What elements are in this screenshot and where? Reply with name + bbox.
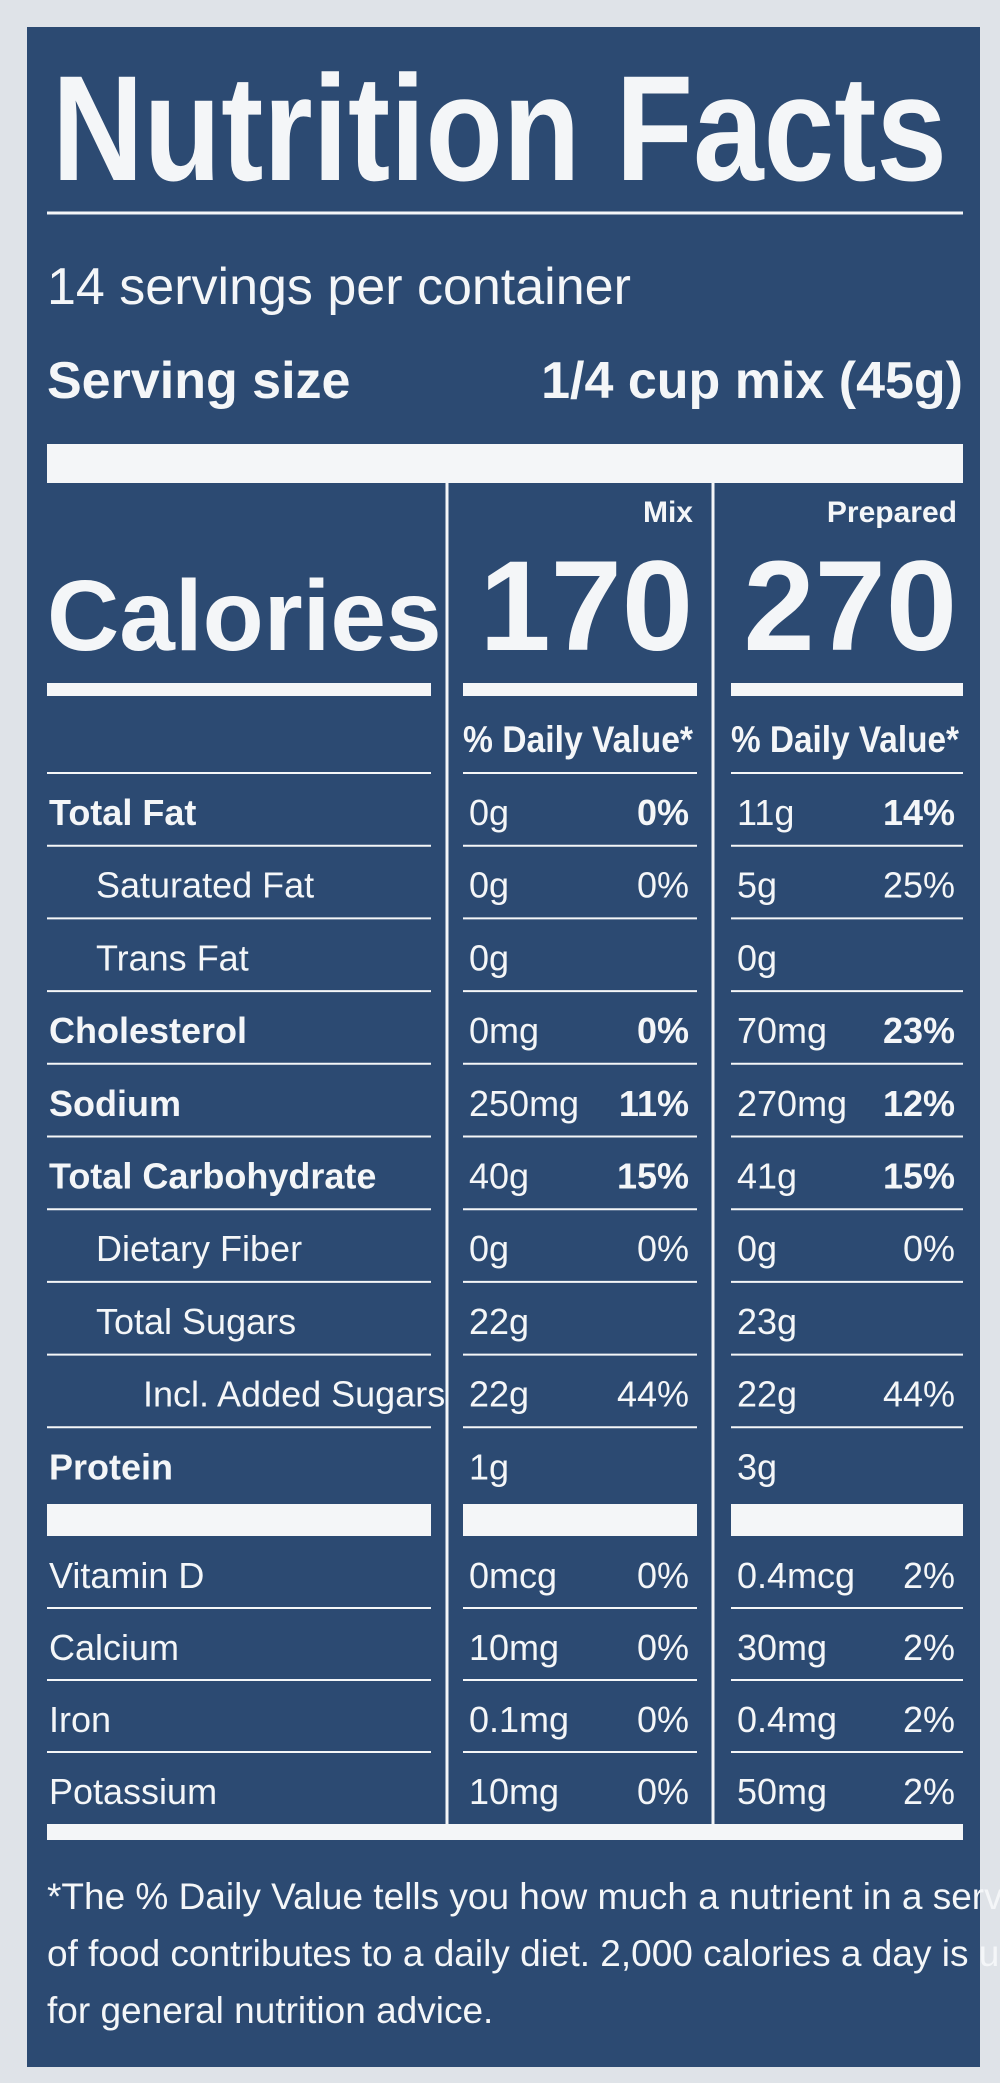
medium-bar — [47, 683, 431, 696]
daily-value: 14% — [883, 792, 955, 833]
nutrient-label: Calcium — [49, 1627, 179, 1668]
nutrient-label: Iron — [49, 1699, 111, 1740]
calories-label: Calories — [47, 560, 442, 672]
amount: 0mcg — [469, 1555, 557, 1596]
nutrient-label: Saturated Fat — [96, 865, 314, 906]
amount: 10mg — [469, 1627, 559, 1668]
daily-value: 2% — [903, 1555, 955, 1596]
nutrient-label: Total Fat — [49, 792, 196, 833]
daily-value: 25% — [883, 865, 955, 906]
nutrient-label: Protein — [49, 1446, 173, 1487]
footnote-line: of food contributes to a daily diet. 2,0… — [47, 1933, 1000, 1974]
amount: 5g — [737, 865, 777, 906]
daily-value: 0% — [637, 1010, 689, 1051]
amount: 250mg — [469, 1083, 579, 1124]
amount: 23g — [737, 1301, 797, 1342]
amount: 0g — [469, 792, 509, 833]
amount: 41g — [737, 1156, 797, 1197]
nutrient-label: Incl. Added Sugars — [143, 1374, 445, 1415]
daily-value: 0% — [903, 1228, 955, 1269]
column-header: Prepared — [827, 496, 957, 529]
nutrient-label: Total Carbohydrate — [49, 1156, 376, 1197]
amount: 10mg — [469, 1771, 559, 1812]
amount: 0g — [737, 937, 777, 978]
amount: 30mg — [737, 1627, 827, 1668]
daily-value: 0% — [637, 1699, 689, 1740]
daily-value-header: % Daily Value* — [463, 719, 694, 760]
nutrient-label: Dietary Fiber — [96, 1228, 302, 1269]
daily-value: 2% — [903, 1771, 955, 1812]
daily-value: 0% — [637, 1555, 689, 1596]
daily-value: 0% — [637, 792, 689, 833]
nutrient-label: Potassium — [49, 1771, 217, 1812]
medium-bar — [731, 683, 963, 696]
amount: 0mg — [469, 1010, 539, 1051]
amount: 0.4mg — [737, 1699, 837, 1740]
nutrient-label: Total Sugars — [96, 1301, 296, 1342]
calories-value: 170 — [479, 535, 693, 678]
amount: 0g — [469, 937, 509, 978]
daily-value: 2% — [903, 1699, 955, 1740]
amount: 22g — [469, 1301, 529, 1342]
title: Nutrition Facts — [52, 44, 947, 212]
nutrient-label: Cholesterol — [49, 1010, 247, 1051]
daily-value: 11% — [619, 1083, 689, 1124]
footnote-line: *The % Daily Value tells you how much a … — [47, 1876, 1000, 1917]
medium-bar — [463, 683, 697, 696]
daily-value: 2% — [903, 1627, 955, 1668]
footnote-line: for general nutrition advice. — [47, 1990, 493, 2031]
amount: 1g — [469, 1446, 509, 1487]
serving-size-value: 1/4 cup mix (45g) — [541, 352, 963, 410]
amount: 50mg — [737, 1771, 827, 1812]
daily-value: 44% — [617, 1374, 689, 1415]
nutrient-label: Trans Fat — [96, 937, 249, 978]
daily-value: 23% — [883, 1010, 955, 1051]
daily-value: 0% — [637, 1627, 689, 1668]
thick-bar — [47, 444, 963, 483]
thick-bar — [731, 1504, 963, 1536]
amount: 11g — [737, 792, 794, 833]
amount: 0.4mcg — [737, 1555, 855, 1596]
thick-bar — [47, 1504, 431, 1536]
amount: 270mg — [737, 1083, 847, 1124]
amount: 0g — [737, 1228, 777, 1269]
daily-value: 15% — [883, 1156, 955, 1197]
amount: 0g — [469, 865, 509, 906]
amount: 40g — [469, 1156, 529, 1197]
amount: 22g — [469, 1374, 529, 1415]
daily-value: 0% — [637, 1228, 689, 1269]
thick-bar — [47, 1824, 963, 1840]
column-header: Mix — [643, 496, 693, 529]
amount: 0.1mg — [469, 1699, 569, 1740]
daily-value: 12% — [883, 1083, 955, 1124]
daily-value-header: % Daily Value* — [731, 719, 960, 760]
amount: 3g — [737, 1446, 777, 1487]
panel — [27, 27, 980, 2067]
daily-value: 0% — [637, 1771, 689, 1812]
nutrient-label: Sodium — [49, 1083, 181, 1124]
daily-value: 0% — [637, 865, 689, 906]
amount: 22g — [737, 1374, 797, 1415]
amount: 70mg — [737, 1010, 827, 1051]
amount: 0g — [469, 1228, 509, 1269]
thick-bar — [463, 1504, 697, 1536]
daily-value: 44% — [883, 1374, 955, 1415]
nutrient-label: Vitamin D — [49, 1555, 204, 1596]
servings: 14 servings per container — [47, 258, 631, 316]
daily-value: 15% — [617, 1156, 689, 1197]
calories-value: 270 — [743, 535, 957, 678]
serving-size-label: Serving size — [47, 352, 350, 410]
